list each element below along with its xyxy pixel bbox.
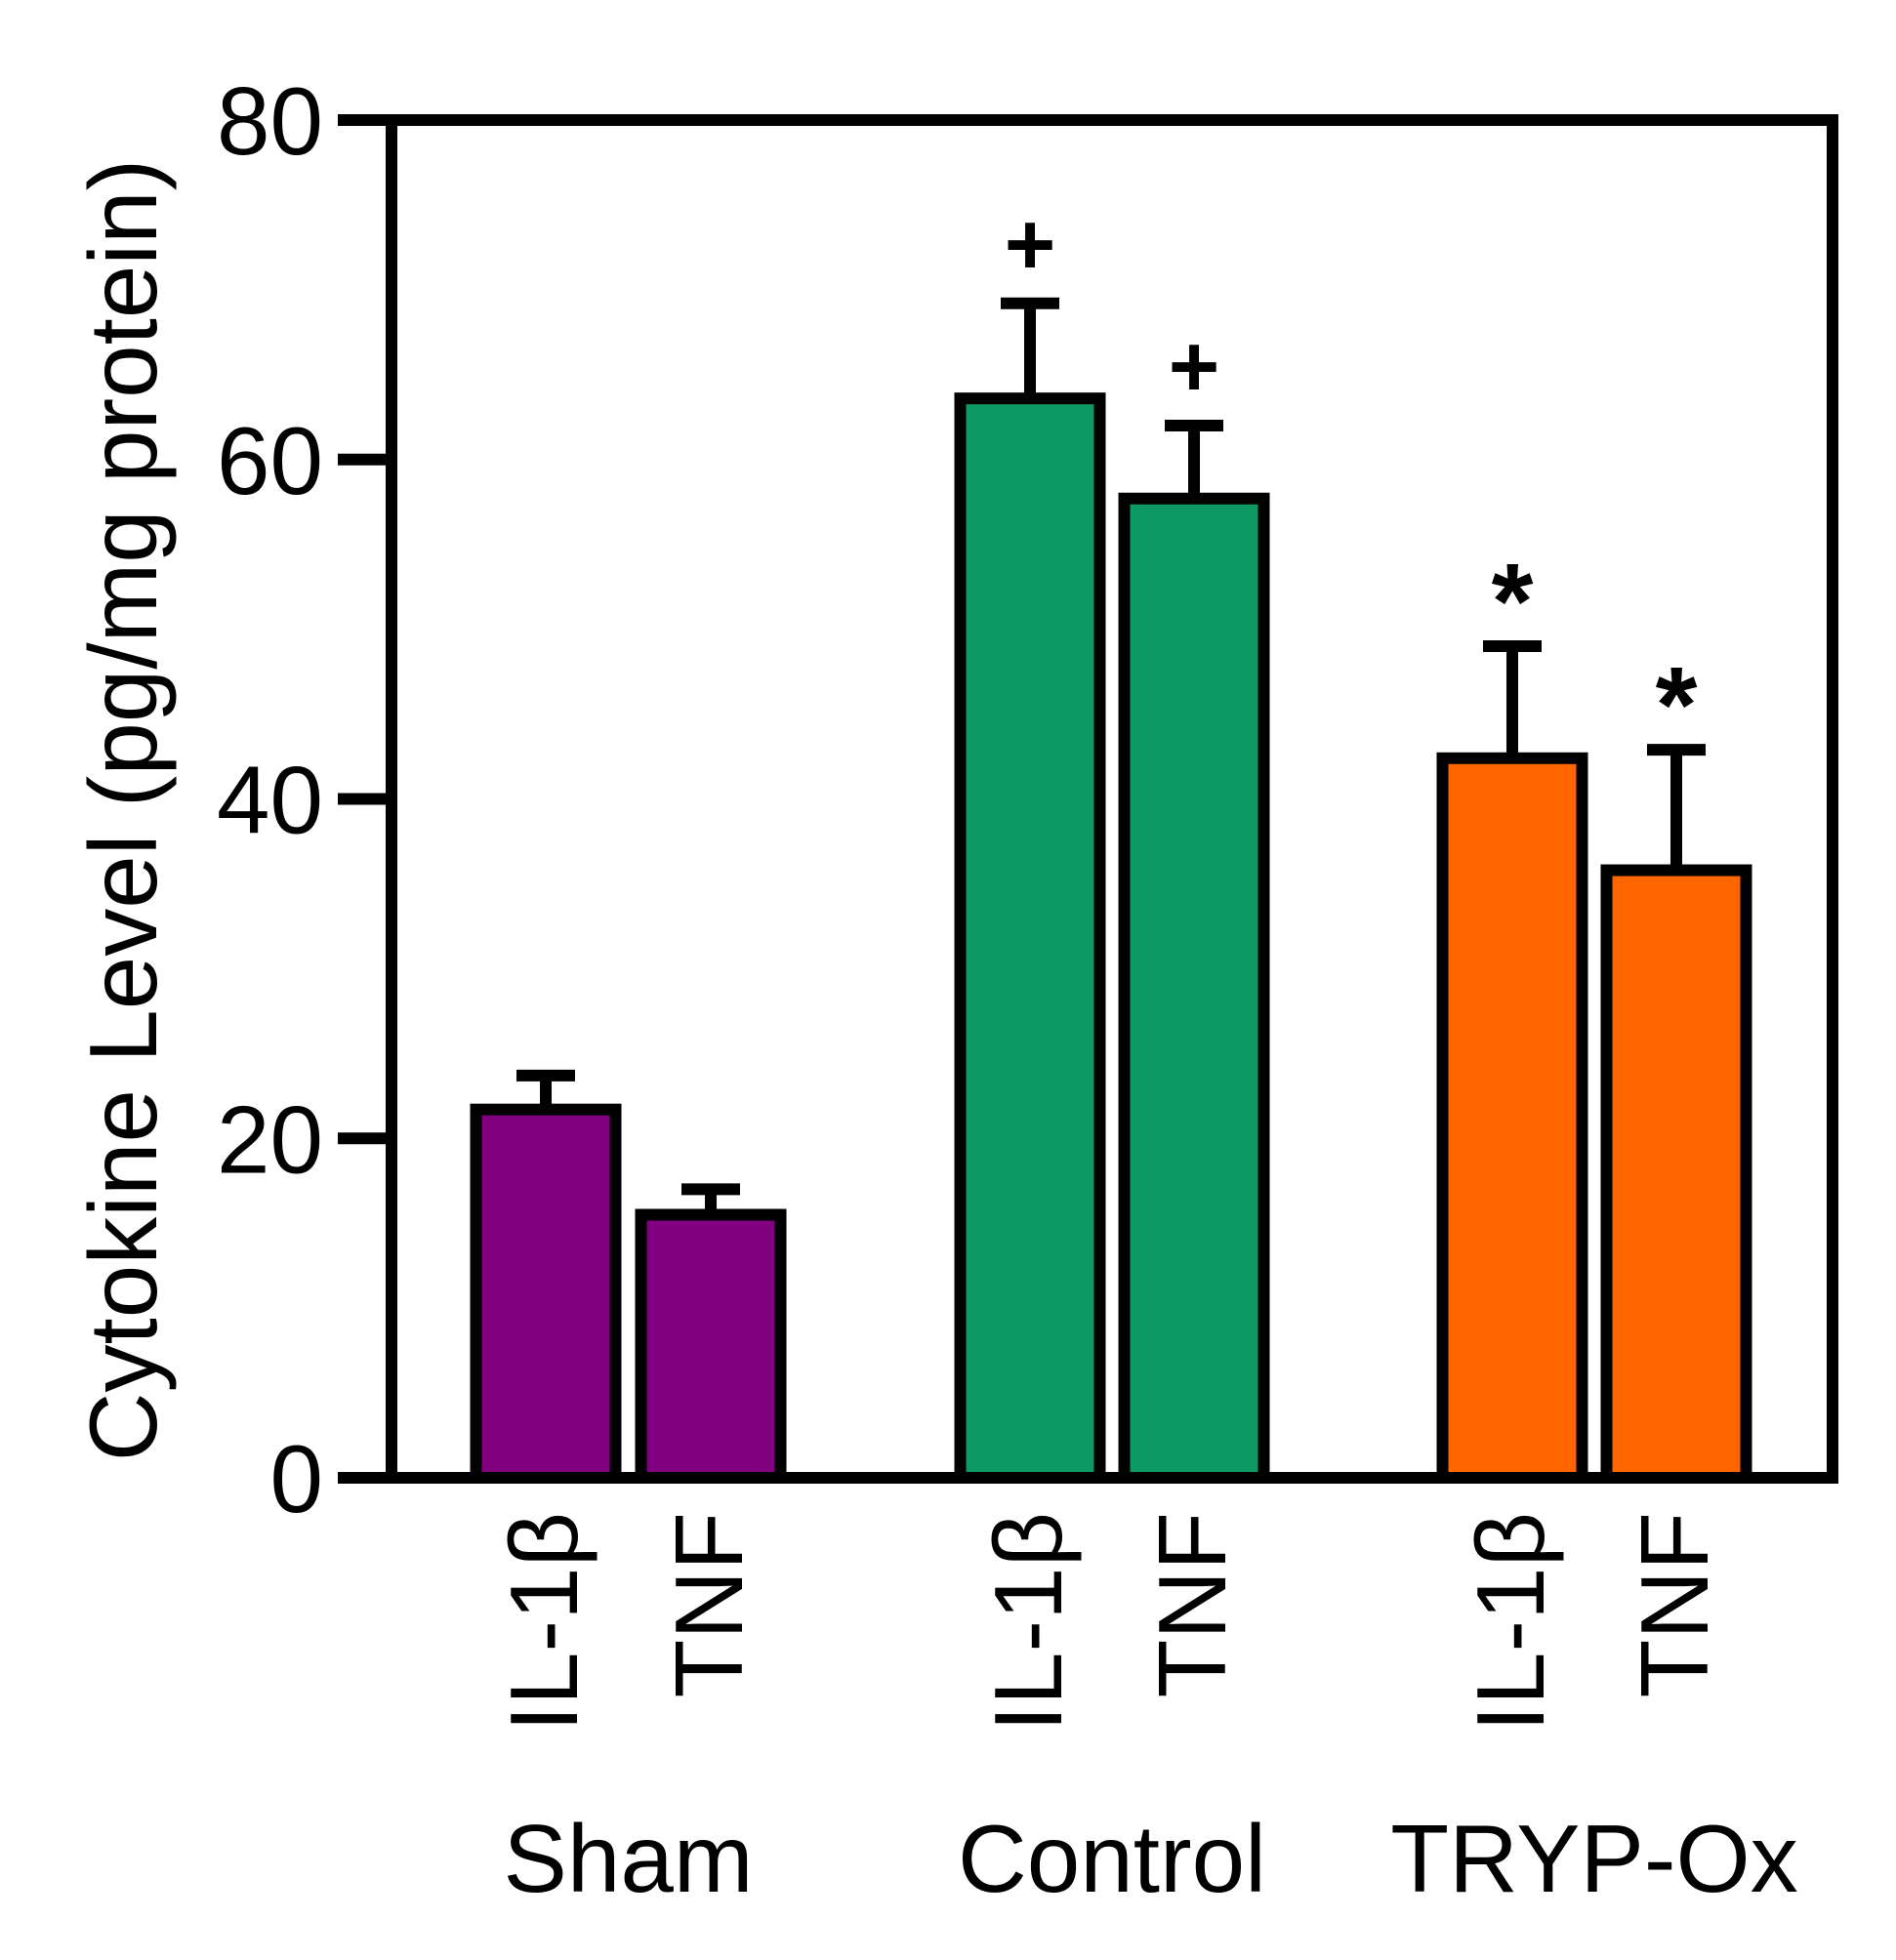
y-tick-label: 20 [217, 1085, 323, 1193]
bar [1436, 752, 1588, 1484]
bar [635, 1208, 787, 1485]
significance-marker: + [1169, 318, 1220, 416]
bar [1118, 492, 1270, 1484]
y-tick-label: 40 [217, 747, 323, 854]
y-tick-label: 80 [217, 67, 323, 175]
x-tick-label: TNF [1621, 1512, 1728, 1698]
x-tick-label: TNF [655, 1512, 763, 1698]
significance-marker: + [1005, 196, 1056, 294]
y-tick-label: 0 [269, 1425, 323, 1532]
group-label: TRYP-Ox [1390, 1805, 1797, 1912]
significance-marker: * [1492, 542, 1534, 662]
x-tick-label: IL-1β [974, 1512, 1082, 1732]
group-label: Sham [503, 1805, 753, 1912]
x-tick-label: IL-1β [490, 1512, 598, 1732]
x-tick-label: TNF [1138, 1512, 1246, 1698]
y-tick-label: 60 [217, 407, 323, 514]
bar [954, 392, 1106, 1484]
y-axis-label: Cytokine Level (pg/mg protein) [69, 159, 177, 1462]
bar [470, 1103, 622, 1485]
x-tick-label: IL-1β [1457, 1512, 1564, 1732]
bar [1600, 864, 1752, 1484]
group-label: Control [958, 1805, 1266, 1912]
significance-marker: * [1656, 645, 1698, 765]
